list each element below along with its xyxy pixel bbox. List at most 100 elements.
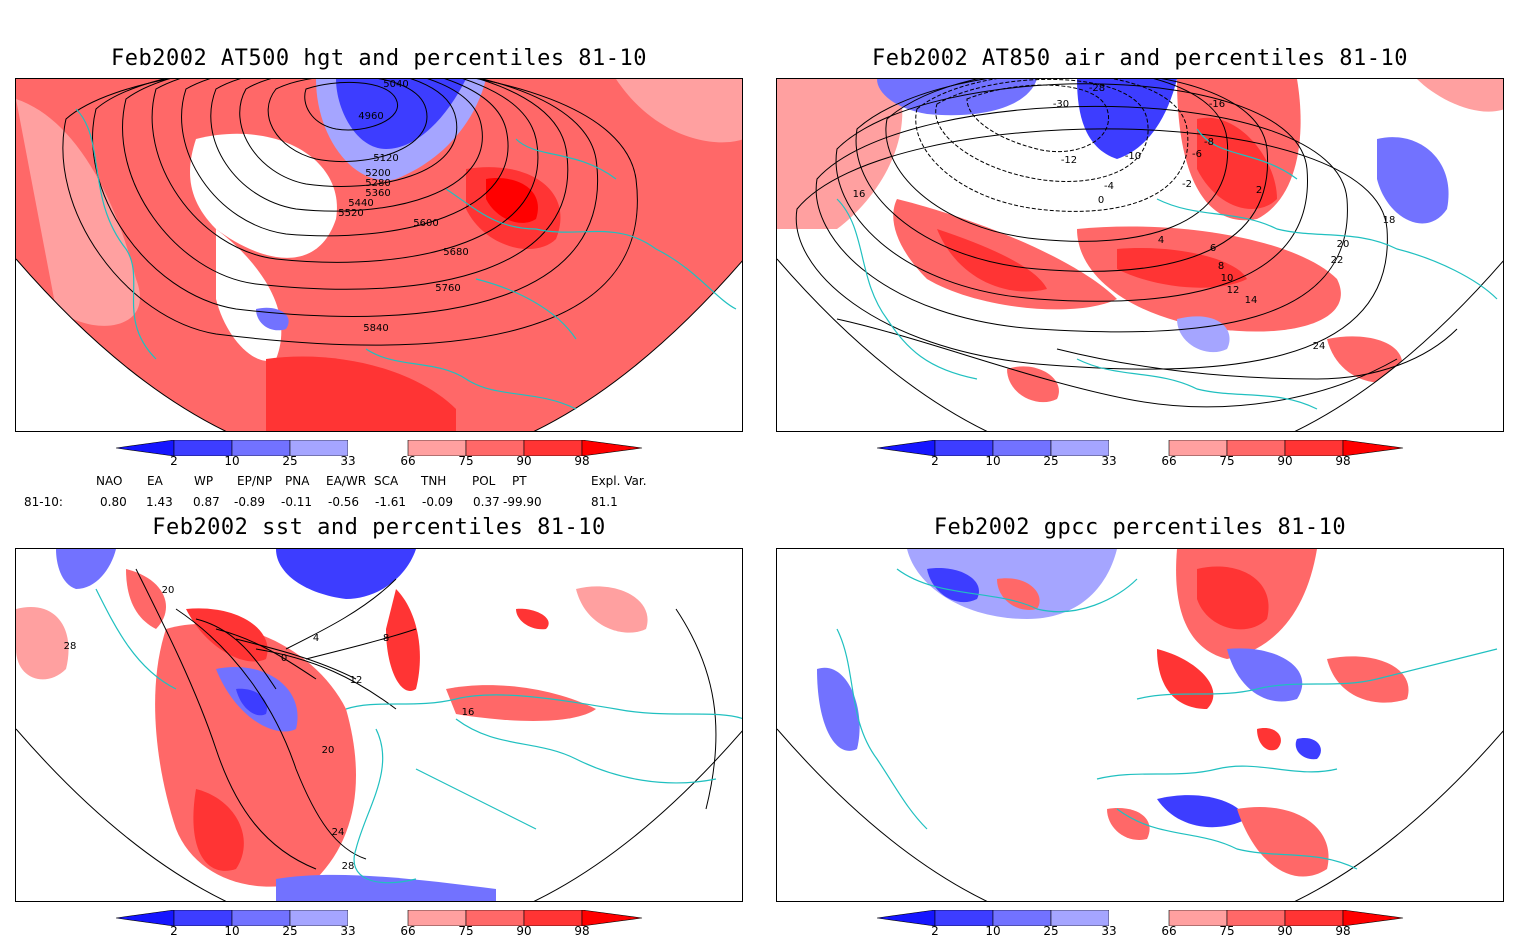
colorbar-tick: 98 bbox=[574, 924, 590, 938]
colorbar-tick: 66 bbox=[400, 454, 416, 468]
contour-label: 20 bbox=[322, 745, 335, 756]
contour-label: -4 bbox=[1104, 181, 1114, 192]
contour-label: 5280 bbox=[365, 178, 390, 189]
contour-label: -28 bbox=[1089, 83, 1105, 94]
colorbar-tick: 90 bbox=[516, 454, 532, 468]
colorbar-tick: 2 bbox=[170, 454, 178, 468]
colorbar-tick: 66 bbox=[1161, 924, 1177, 938]
contour-label: 5520 bbox=[338, 208, 363, 219]
contour-label: 0 bbox=[1098, 195, 1104, 206]
colorbar-tick: 75 bbox=[1219, 454, 1235, 468]
index-value: 1.43 bbox=[146, 495, 173, 509]
colorbar-tick: 25 bbox=[282, 924, 298, 938]
contour-label: 28 bbox=[342, 861, 355, 872]
colorbar-panel-1: 2 10 25 33 66 75 90 98 bbox=[116, 440, 646, 480]
index-value: 0.87 bbox=[193, 495, 220, 509]
index-header: EA/WR bbox=[326, 474, 367, 488]
contour-label: 16 bbox=[853, 189, 866, 200]
contour-label: 6 bbox=[1210, 243, 1216, 254]
index-value: 81.1 bbox=[591, 495, 618, 509]
colorbar-panel-3: 2 10 25 33 66 75 90 98 bbox=[116, 910, 646, 950]
contour-label: 5840 bbox=[363, 323, 388, 334]
contour-label: 16 bbox=[462, 707, 475, 718]
colorbar-tick: 2 bbox=[931, 924, 939, 938]
contour-label: 5040 bbox=[383, 79, 408, 90]
colorbar-tick: 10 bbox=[224, 924, 240, 938]
contour-label: 28 bbox=[64, 641, 77, 652]
contour-label: 5440 bbox=[348, 198, 373, 209]
contour-label: 14 bbox=[1245, 295, 1258, 306]
contour-label: 2 bbox=[1256, 185, 1262, 196]
colorbar-tick: 25 bbox=[282, 454, 298, 468]
colorbar-tick: 75 bbox=[1219, 924, 1235, 938]
colorbar-tick: 10 bbox=[224, 454, 240, 468]
contour-label: 22 bbox=[1331, 255, 1344, 266]
index-table: NAO EA WP EP/NP PNA EA/WR SCA TNH POL PT… bbox=[0, 474, 700, 514]
contour-label: -12 bbox=[1061, 155, 1077, 166]
contour-label: 5680 bbox=[443, 247, 468, 258]
panel-2-title: Feb2002 AT850 air and percentiles 81-10 bbox=[871, 46, 1409, 71]
contour-label: -6 bbox=[1192, 149, 1202, 160]
contour-label: 24 bbox=[1313, 341, 1326, 352]
contour-label: 5760 bbox=[435, 283, 460, 294]
colorbar-tick: 33 bbox=[340, 454, 356, 468]
colorbar-tick: 10 bbox=[985, 454, 1001, 468]
colorbar-panel-4: 2 10 25 33 66 75 90 98 bbox=[877, 910, 1407, 950]
index-value: 0.37 bbox=[473, 495, 500, 509]
contour-label: 5120 bbox=[373, 153, 398, 164]
contour-label: 5200 bbox=[365, 168, 390, 179]
colorbar-tick: 90 bbox=[1277, 454, 1293, 468]
colorbar-tick: 98 bbox=[574, 454, 590, 468]
index-header: WP bbox=[194, 474, 214, 488]
contour-label: 5600 bbox=[413, 218, 438, 229]
colorbar-tick: 98 bbox=[1335, 924, 1351, 938]
map-panel-sst: 28 20 0 4 8 12 16 20 24 28 bbox=[15, 548, 743, 902]
index-row-label: 81-10: bbox=[24, 495, 63, 509]
index-header: NAO bbox=[96, 474, 123, 488]
contour-label: 12 bbox=[350, 675, 363, 686]
colorbar-tick: 75 bbox=[458, 924, 474, 938]
index-value: 0.80 bbox=[100, 495, 127, 509]
colorbar-tick: 33 bbox=[340, 924, 356, 938]
colorbar-tick: 90 bbox=[516, 924, 532, 938]
contour-label: 20 bbox=[1337, 239, 1350, 250]
colorbar-tick: 10 bbox=[985, 924, 1001, 938]
index-header: SCA bbox=[374, 474, 399, 488]
colorbar-tick: 98 bbox=[1335, 454, 1351, 468]
contour-label: 10 bbox=[1221, 273, 1234, 284]
contour-label: 12 bbox=[1227, 285, 1240, 296]
index-value: -0.56 bbox=[328, 495, 360, 509]
index-header: POL bbox=[472, 474, 496, 488]
colorbar-tick: 33 bbox=[1101, 454, 1117, 468]
contour-label: 8 bbox=[1218, 261, 1224, 272]
index-value: -99.90 bbox=[503, 495, 542, 509]
map-panel-gpcc bbox=[776, 548, 1504, 902]
contour-label: -30 bbox=[1053, 99, 1069, 110]
contour-label: -10 bbox=[1125, 151, 1141, 162]
map-panel-air850: -28 -30 -16 -10 -12 -8 -6 -4 -2 0 2 4 6 … bbox=[776, 78, 1504, 432]
index-value: -1.61 bbox=[375, 495, 407, 509]
contour-label: -8 bbox=[1204, 137, 1214, 148]
contour-label: 4960 bbox=[358, 111, 383, 122]
colorbar-tick: 25 bbox=[1043, 924, 1059, 938]
index-value: -0.89 bbox=[234, 495, 266, 509]
map-panel-hgt500: 4960 5040 5120 5200 5280 5360 5440 5520 … bbox=[15, 78, 743, 432]
colorbar-tick: 66 bbox=[400, 924, 416, 938]
colorbar-tick: 66 bbox=[1161, 454, 1177, 468]
colorbar-tick: 90 bbox=[1277, 924, 1293, 938]
contour-label: 4 bbox=[1158, 235, 1164, 246]
index-header: TNH bbox=[421, 474, 447, 488]
panel-1-title: Feb2002 AT500 hgt and percentiles 81-10 bbox=[110, 46, 648, 71]
contour-label: 4 bbox=[313, 633, 319, 644]
colorbar-tick: 25 bbox=[1043, 454, 1059, 468]
panel-4-title: Feb2002 gpcc percentiles 81-10 bbox=[933, 515, 1347, 540]
index-value: -0.09 bbox=[422, 495, 454, 509]
index-header: PT bbox=[512, 474, 527, 488]
colorbar-tick: 2 bbox=[931, 454, 939, 468]
colorbar-panel-2: 2 10 25 33 66 75 90 98 bbox=[877, 440, 1407, 480]
panel-3-title: Feb2002 sst and percentiles 81-10 bbox=[152, 515, 606, 540]
contour-label: 24 bbox=[332, 827, 345, 838]
index-header: Expl. Var. bbox=[591, 474, 647, 488]
contour-label: 8 bbox=[383, 633, 389, 644]
contour-label: 0 bbox=[281, 653, 287, 664]
